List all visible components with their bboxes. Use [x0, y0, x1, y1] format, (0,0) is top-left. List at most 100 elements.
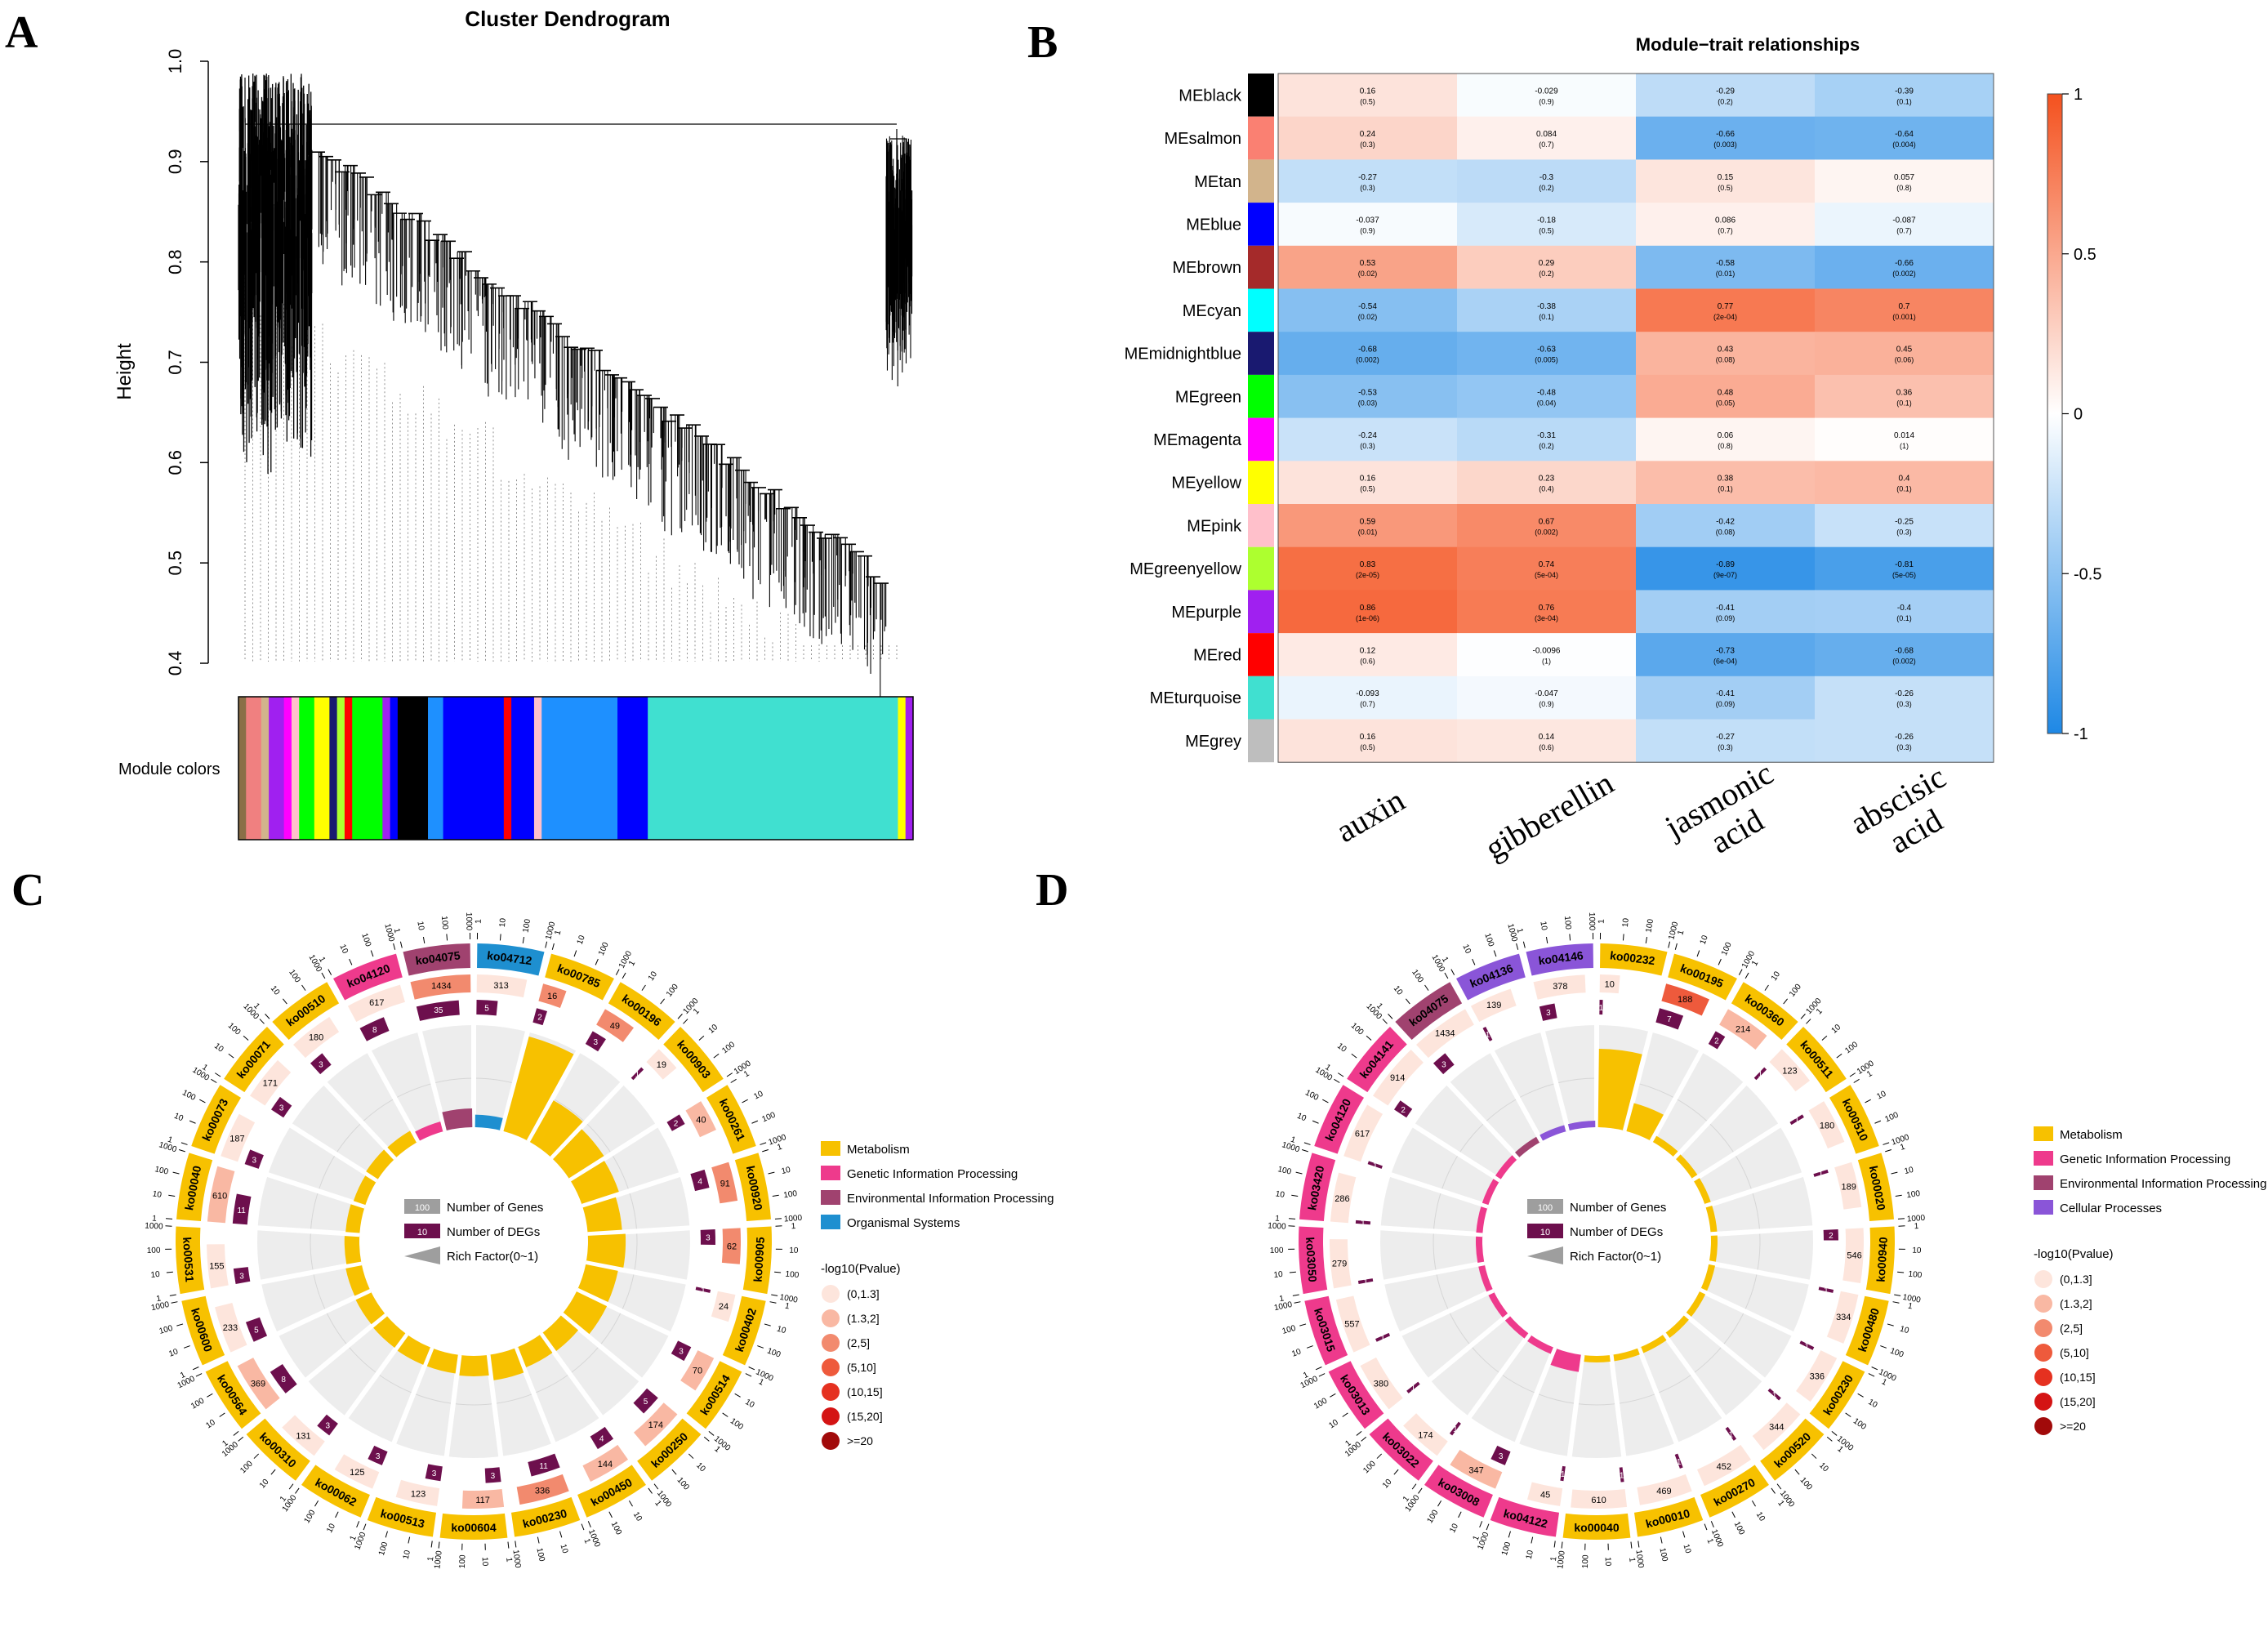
sector-separator — [1710, 1225, 1816, 1237]
scale-tick — [265, 1014, 270, 1019]
scale-tick-label: 1 — [653, 1499, 662, 1508]
gene-count-label: 144 — [598, 1460, 613, 1469]
deg-count-bar — [476, 1000, 498, 1016]
scale-tick-label: 10 — [1875, 1089, 1887, 1101]
heatmap-cell — [1636, 590, 1816, 634]
scale-tick-label: 1 — [1704, 1537, 1714, 1545]
sector-separator — [1489, 1048, 1544, 1143]
scale-tick — [1307, 1345, 1313, 1349]
heatmap-cell — [1278, 374, 1458, 419]
scale-tick-label: 10 — [1525, 1549, 1535, 1560]
scale-tick-label: 10 — [1830, 1023, 1843, 1036]
scale-tick — [1444, 972, 1449, 979]
scale-tick-label: 1000 — [1902, 1293, 1922, 1305]
scale-tick — [399, 941, 403, 948]
scale-tick — [215, 1072, 221, 1077]
scale-tick-label: 100 — [359, 932, 372, 948]
deg-count-bar — [585, 1031, 606, 1052]
deg-count-bar — [590, 1426, 614, 1450]
cell-value: 0.76 — [1539, 604, 1555, 613]
gene-count-bar — [516, 1474, 569, 1505]
module-label: MEtan — [1194, 173, 1241, 191]
scale-tick — [243, 1035, 249, 1041]
rich-factor-bar — [415, 1121, 444, 1141]
heatmap-cell — [1815, 245, 1994, 289]
heatmap-cell — [1815, 332, 1994, 376]
gene-count-label: 187 — [229, 1134, 244, 1144]
scale-tick — [219, 1412, 225, 1417]
pathway-sector-ring — [1456, 953, 1526, 1001]
cell-value: 0.057 — [1894, 173, 1914, 182]
category-legend-label: Environmental Information Processing — [847, 1192, 1054, 1206]
deg-count-bar — [425, 1464, 443, 1482]
cell-pvalue: (0.3) — [1896, 528, 1912, 536]
heatmap-cell — [1636, 417, 1816, 462]
category-legend-swatch — [821, 1215, 840, 1229]
pathway-sector-ring — [722, 1295, 766, 1366]
sector-separator — [417, 1028, 448, 1132]
rich-factor-bar — [1709, 1235, 1718, 1263]
pathway-sector-ring — [1668, 953, 1737, 1001]
scale-tick — [1622, 934, 1624, 941]
deg-count-label: 4 — [697, 1177, 702, 1186]
cell-value: 0.14 — [1539, 733, 1555, 742]
sector-separator — [485, 1354, 504, 1460]
heatmap-cell — [1278, 504, 1458, 548]
deg-count-bar — [1725, 1426, 1737, 1441]
deg-count-label: 1 — [1677, 1458, 1682, 1467]
module-swatch — [1248, 374, 1274, 418]
pathway-sector-ring — [1700, 1465, 1769, 1518]
gene-count-bar — [1661, 983, 1709, 1016]
deg-count-label: 1 — [1361, 1220, 1366, 1228]
scale-tick-label: 0.5 — [2074, 246, 2096, 264]
module-label: MEred — [1193, 646, 1241, 664]
module-color-band — [428, 697, 444, 840]
module-color-band — [291, 697, 300, 840]
scale-tick-label: 1 — [627, 959, 638, 968]
scale-tick-label: 1 — [712, 1445, 722, 1455]
pathway-sector-ring — [439, 1513, 508, 1541]
pathway-sector-ring — [181, 1295, 225, 1366]
scale-tick-label: 1 — [167, 1135, 174, 1145]
scale-tick-label: 1 — [1907, 1302, 1914, 1312]
gene-count-bar — [215, 1302, 247, 1353]
inner-legend-box — [404, 1199, 440, 1214]
scale-tick — [295, 1487, 300, 1494]
deg-count-label: 2 — [1714, 1037, 1719, 1046]
gene-count-label: 10 — [1605, 979, 1615, 989]
cell-pvalue: (0.3) — [1360, 184, 1375, 192]
pathway-sector-ring — [191, 1085, 242, 1154]
scale-tick-label: 1 — [1279, 1294, 1285, 1304]
pathway-sector-ring — [1633, 1496, 1704, 1537]
sector-separator — [1388, 1171, 1489, 1209]
scale-tick — [608, 1511, 613, 1518]
sector-separator — [538, 1332, 604, 1420]
gene-count-label: 914 — [1390, 1073, 1405, 1083]
scale-tick-label: 0 — [2074, 406, 2083, 424]
pathway-sector-ring — [246, 1418, 310, 1481]
inner-legend-box — [1527, 1199, 1563, 1214]
deg-count-label: 1 — [1805, 1342, 1810, 1351]
rich-factor-bar — [1487, 1291, 1508, 1318]
pathway-sector-ring — [663, 1026, 724, 1093]
heatmap-cell — [1815, 676, 1994, 720]
module-label: MEblue — [1186, 216, 1241, 234]
gene-count-label: 286 — [1335, 1194, 1349, 1204]
module-swatch — [1248, 461, 1274, 504]
cell-pvalue: (0.6) — [1539, 743, 1554, 751]
deg-count-bar — [700, 1228, 715, 1245]
gene-count-bar — [1527, 1482, 1563, 1506]
rich-factor-bar — [1612, 1348, 1640, 1362]
heatmap-cell — [1636, 546, 1816, 591]
scale-tick-label: 1000 — [779, 1293, 799, 1305]
heatmap-cell — [1457, 633, 1637, 677]
heatmap-cell — [1278, 332, 1458, 376]
pathway-sector-ring — [1369, 1418, 1433, 1481]
deg-count-label: 3 — [239, 1272, 244, 1281]
scale-tick — [587, 1521, 591, 1527]
cell-value: 0.59 — [1360, 517, 1376, 526]
deg-count-bar — [1818, 1286, 1834, 1293]
pvalue-legend-dot — [2034, 1270, 2052, 1288]
gene-count-bar — [1416, 1009, 1474, 1059]
cell-pvalue: (0.3) — [1360, 140, 1375, 149]
